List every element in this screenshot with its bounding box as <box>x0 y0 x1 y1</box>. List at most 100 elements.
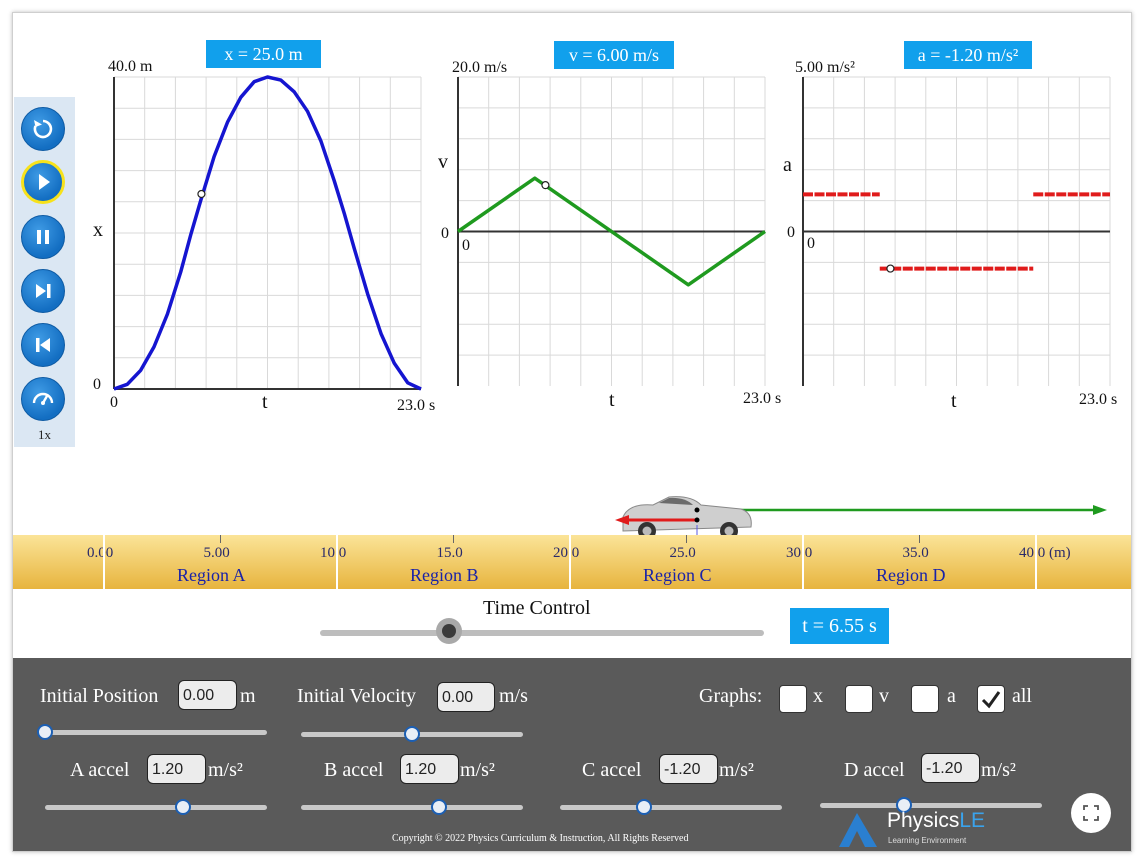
graph-a-label: a <box>947 685 956 707</box>
initial-position-input[interactable]: 0.00 <box>178 680 237 710</box>
a-accel-slider[interactable] <box>45 799 267 815</box>
velocity-arrowhead-icon <box>1093 505 1107 515</box>
pause-icon <box>37 230 49 244</box>
velocity-graph <box>457 76 766 386</box>
graph-v-checkbox[interactable] <box>845 685 873 713</box>
velocity-y-axis-label: v <box>438 151 448 173</box>
acceleration-readout: a = -1.20 m/s² <box>904 41 1032 69</box>
play-button[interactable] <box>21 160 65 204</box>
initial-velocity-slider[interactable] <box>301 726 523 742</box>
car-icon[interactable] <box>622 496 752 540</box>
graph-x-checkbox[interactable] <box>779 685 807 713</box>
b-accel-input[interactable]: 1.20 <box>400 754 459 784</box>
d-accel-slider[interactable] <box>820 797 1042 813</box>
position-graph <box>113 75 422 391</box>
region-label: Region D <box>876 565 946 585</box>
logo-tagline: Learning Environment <box>888 836 967 845</box>
d-accel-knob[interactable] <box>896 797 913 813</box>
logo-accent: LE <box>959 809 986 832</box>
region-divider <box>103 535 105 589</box>
velocity-readout: v = 6.00 m/s <box>554 41 674 69</box>
ruler-tick-mark <box>685 535 687 543</box>
time-display: t = 6.55 s <box>790 608 889 644</box>
region-divider <box>802 535 804 589</box>
b-accel-knob[interactable] <box>430 799 447 815</box>
graph-all-label: all <box>1012 685 1032 707</box>
velocity-x-axis-label: t <box>609 389 615 411</box>
initial-position-slider[interactable] <box>37 724 267 740</box>
initial-position-knob[interactable] <box>37 724 53 740</box>
initial-velocity-input[interactable]: 0.00 <box>437 682 495 712</box>
d-accel-input[interactable]: -1.20 <box>921 753 980 783</box>
restart-icon <box>33 119 53 139</box>
ruler-tick-label: 15.0 <box>436 545 463 561</box>
acceleration-ymax-label: 5.00 m/s² <box>795 59 855 76</box>
speed-label: 1x <box>38 427 51 442</box>
a-accel-input[interactable]: 1.20 <box>147 754 206 784</box>
time-control-knob[interactable] <box>435 618 462 644</box>
step-forward-icon <box>36 284 51 298</box>
c-accel-slider[interactable] <box>560 799 782 815</box>
logo-triangle-icon <box>839 813 877 847</box>
physicsle-logo: PhysicsLE Learning Environment <box>835 809 995 849</box>
region-label: Region B <box>410 565 479 585</box>
speed-icon <box>32 392 54 405</box>
controls-panel: Initial Position 0.00 m Initial Velocity… <box>13 658 1131 851</box>
acceleration-arrowhead-icon <box>615 515 629 525</box>
copyright-text: Copyright © 2022 Physics Curriculum & In… <box>392 833 689 844</box>
acceleration-xmax-label: 23.0 s <box>1079 391 1118 408</box>
time-control-label: Time Control <box>483 597 591 619</box>
checkmark-icon <box>981 691 1001 709</box>
region-divider <box>1035 535 1037 589</box>
acceleration-y-axis-label: a <box>783 154 792 176</box>
speed-button[interactable] <box>21 377 65 421</box>
ruler-tick-label: 5.00 <box>203 545 230 561</box>
b-accel-slider[interactable] <box>301 799 523 815</box>
velocity-ymax-label: 20.0 m/s <box>452 59 508 76</box>
velocity-current-point <box>541 181 550 190</box>
a-accel-label: A accel <box>70 759 130 781</box>
initial-position-label: Initial Position <box>40 685 159 707</box>
acceleration-x-zero-label: 0 <box>807 235 815 252</box>
graph-x-label: x <box>813 685 823 707</box>
c-accel-knob[interactable] <box>636 799 653 815</box>
region-divider <box>569 535 571 589</box>
region-label: Region A <box>177 565 246 585</box>
velocity-xmax-label: 23.0 s <box>743 390 782 407</box>
graph-all-checkbox[interactable] <box>977 685 1005 713</box>
position-current-point <box>197 189 206 199</box>
ruler-tick-label: 10.0 <box>320 545 347 561</box>
acceleration-graph <box>802 76 1111 386</box>
playback-toolbar: 1x <box>14 97 75 447</box>
step-back-icon <box>36 338 50 352</box>
velocity-y-zero-label: 0 <box>441 225 449 242</box>
d-accel-label: D accel <box>844 759 905 781</box>
play-icon <box>39 174 50 190</box>
c-accel-label: C accel <box>582 759 642 781</box>
initial-velocity-knob[interactable] <box>404 726 420 742</box>
region-label: Region C <box>643 565 712 585</box>
fullscreen-button[interactable] <box>1071 793 1111 833</box>
time-control-slider[interactable] <box>320 618 764 644</box>
velocity-x-zero-label: 0 <box>462 237 470 254</box>
ruler-tick-label: 25.0 <box>669 545 696 561</box>
ruler-tick-label: 30.0 <box>786 545 813 561</box>
initial-velocity-unit: m/s <box>499 685 528 707</box>
acceleration-x-axis-label: t <box>951 390 957 412</box>
pause-button[interactable] <box>21 215 65 259</box>
graph-a-checkbox[interactable] <box>911 685 939 713</box>
restart-button[interactable] <box>21 107 65 151</box>
step-forward-button[interactable] <box>21 269 65 313</box>
velocity-series-line <box>457 176 766 287</box>
step-back-button[interactable] <box>21 323 65 367</box>
position-x-axis-label: t <box>262 391 268 413</box>
fullscreen-icon <box>1083 805 1099 821</box>
position-ymax-label: 40.0 m <box>108 58 153 75</box>
a-accel-knob[interactable] <box>174 799 191 815</box>
logo-name: Physics <box>887 809 960 832</box>
position-y-axis-label: x <box>93 219 103 241</box>
c-accel-input[interactable]: -1.20 <box>659 754 718 784</box>
position-y-zero-label: 0 <box>93 376 101 393</box>
ruler-tick-label: 20.0 <box>553 545 580 561</box>
b-accel-label: B accel <box>324 759 384 781</box>
